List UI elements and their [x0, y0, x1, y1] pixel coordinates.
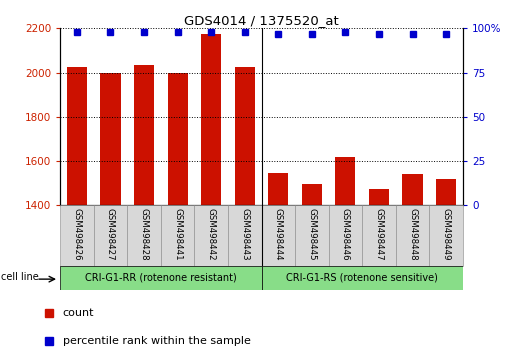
Bar — [302, 184, 322, 205]
Text: GSM498441: GSM498441 — [173, 208, 182, 261]
Text: GSM498449: GSM498449 — [441, 208, 451, 261]
Text: GSM498448: GSM498448 — [408, 208, 417, 261]
Bar — [429, 205, 463, 266]
Bar — [195, 205, 228, 266]
Text: GSM498445: GSM498445 — [308, 208, 316, 261]
Bar — [60, 205, 94, 266]
Bar — [67, 67, 87, 205]
Bar — [161, 205, 195, 266]
Bar — [335, 156, 356, 205]
Text: CRI-G1-RR (rotenone resistant): CRI-G1-RR (rotenone resistant) — [85, 273, 237, 283]
Bar — [403, 174, 423, 205]
Text: cell line: cell line — [1, 272, 39, 282]
Bar — [295, 205, 328, 266]
Bar — [362, 205, 396, 266]
Text: CRI-G1-RS (rotenone sensitive): CRI-G1-RS (rotenone sensitive) — [286, 273, 438, 283]
Text: GSM498443: GSM498443 — [240, 208, 249, 261]
Bar — [262, 205, 295, 266]
Bar — [235, 67, 255, 205]
Text: GSM498446: GSM498446 — [341, 208, 350, 261]
Bar — [262, 266, 463, 290]
Bar — [228, 205, 262, 266]
Bar — [127, 205, 161, 266]
Bar — [396, 205, 429, 266]
Text: percentile rank within the sample: percentile rank within the sample — [63, 336, 251, 346]
Text: GSM498428: GSM498428 — [140, 208, 149, 261]
Text: GSM498444: GSM498444 — [274, 208, 283, 261]
Bar — [436, 179, 456, 205]
Bar — [60, 266, 262, 290]
Text: count: count — [63, 308, 94, 318]
Bar — [134, 65, 154, 205]
Bar — [328, 205, 362, 266]
Bar — [100, 73, 120, 205]
Bar — [201, 34, 221, 205]
Text: GSM498426: GSM498426 — [72, 208, 82, 261]
Bar — [94, 205, 127, 266]
Bar — [369, 189, 389, 205]
Bar — [167, 73, 188, 205]
Text: GSM498427: GSM498427 — [106, 208, 115, 261]
Text: GSM498442: GSM498442 — [207, 208, 215, 261]
Bar — [268, 173, 288, 205]
Title: GDS4014 / 1375520_at: GDS4014 / 1375520_at — [184, 14, 339, 27]
Text: GSM498447: GSM498447 — [374, 208, 383, 261]
